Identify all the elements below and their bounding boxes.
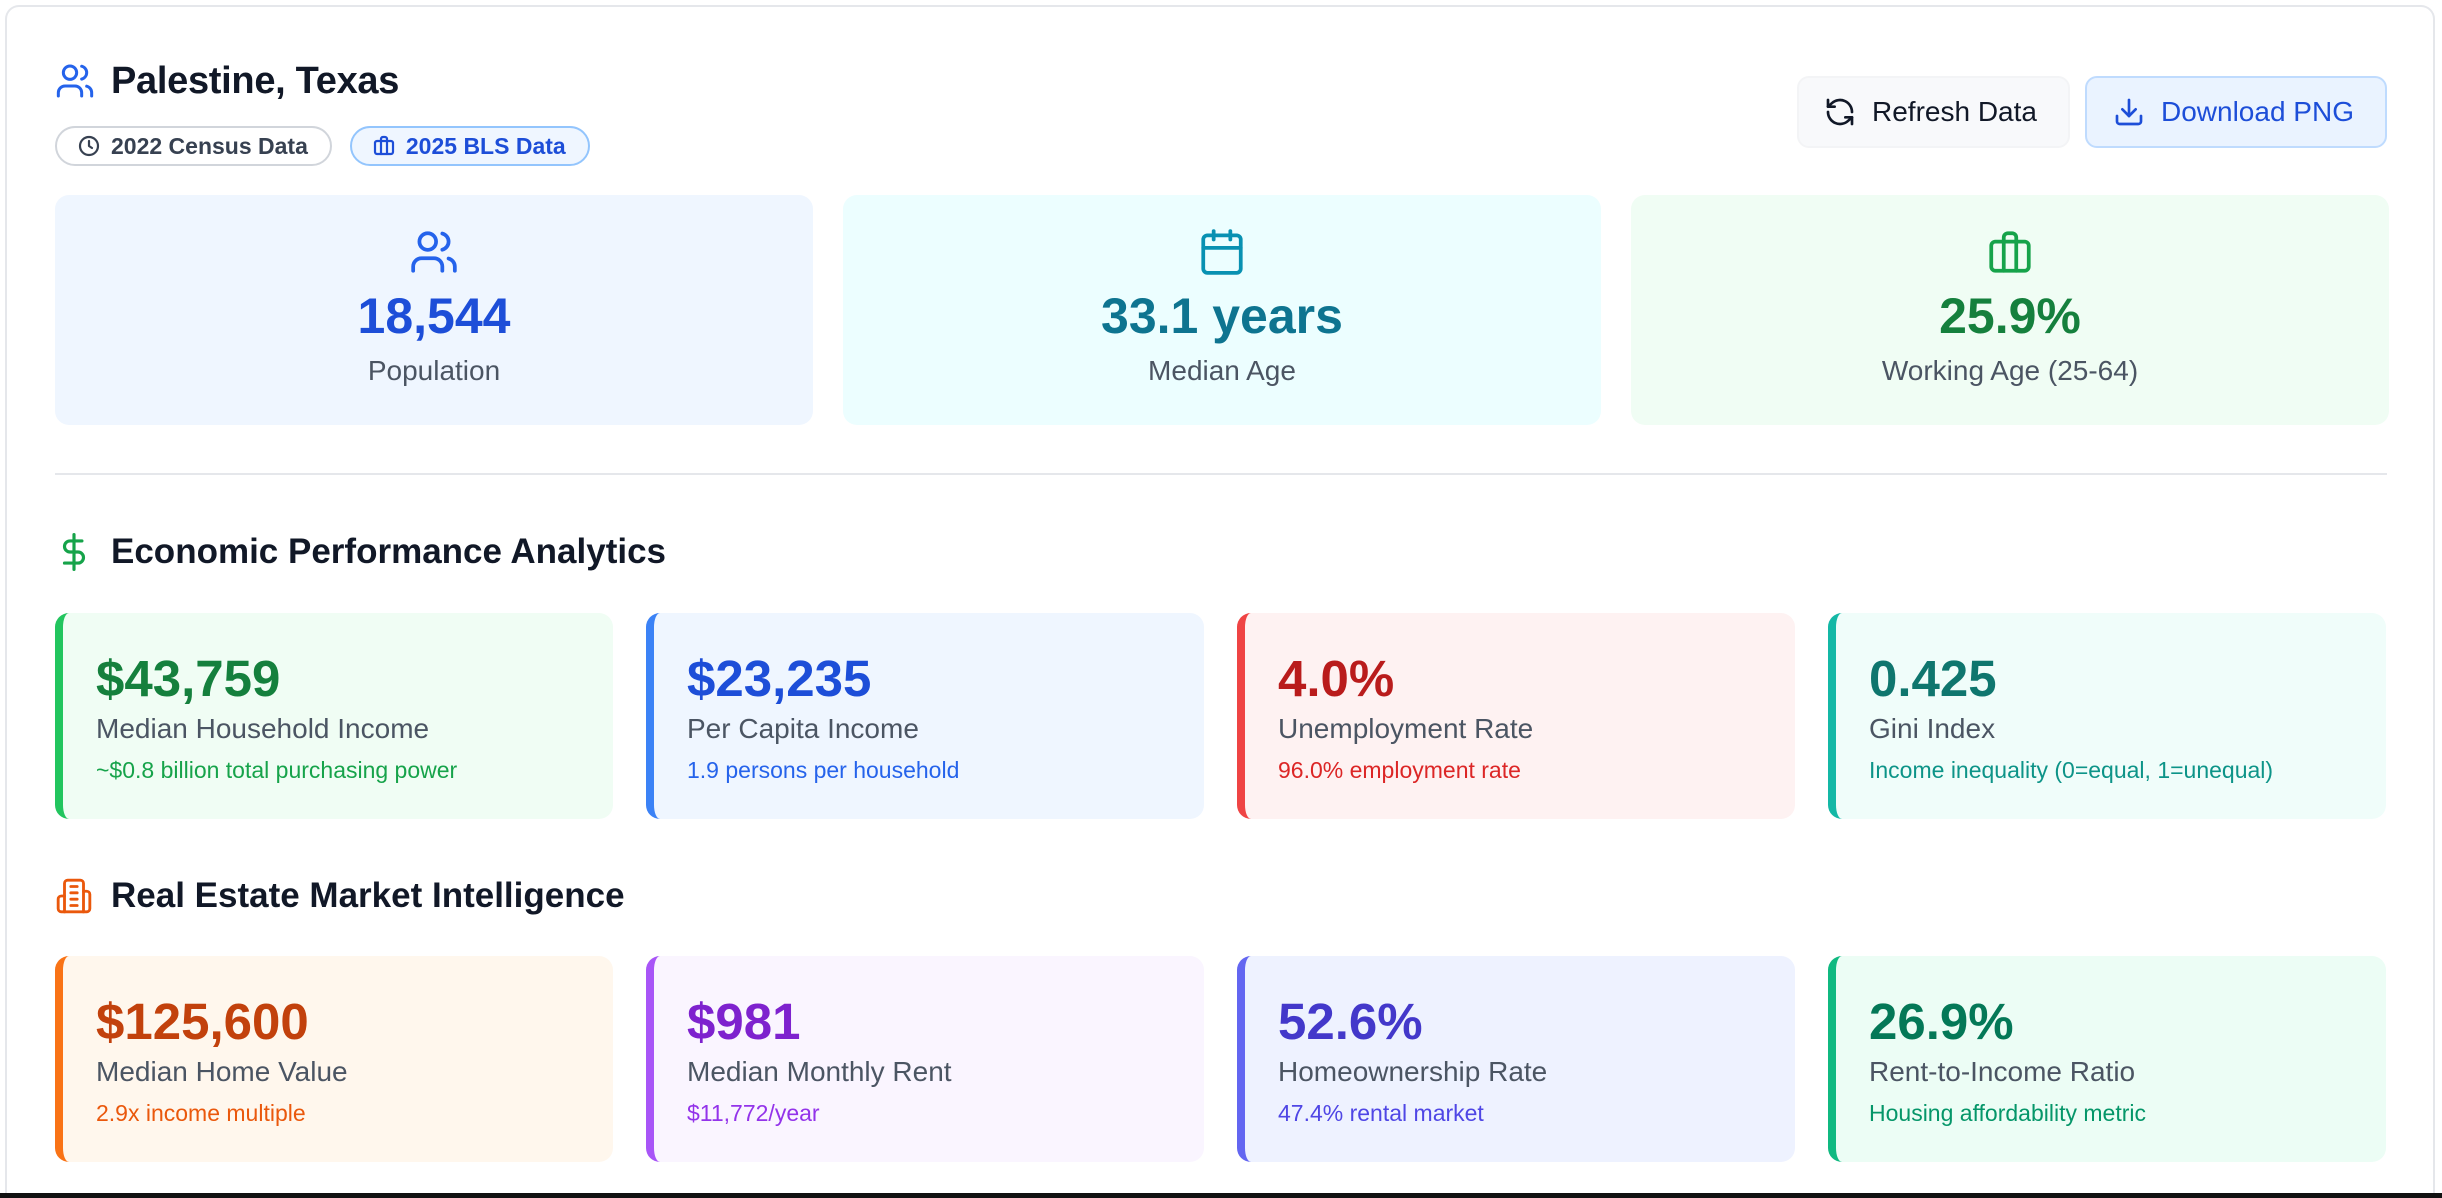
clock-icon (78, 135, 100, 157)
median-home-value-card: $125,600 Median Home Value 2.9x income m… (55, 956, 613, 1162)
homeownership-rate-card: 52.6% Homeownership Rate 47.4% rental ma… (1237, 956, 1795, 1162)
median-monthly-rent-card: $981 Median Monthly Rent $11,772/year (646, 956, 1204, 1162)
card-value: $125,600 (96, 993, 309, 1050)
per-capita-income-card: $23,235 Per Capita Income 1.9 persons pe… (646, 613, 1204, 819)
refresh-data-button[interactable]: Refresh Data (1797, 76, 2070, 148)
calendar-icon (1201, 229, 1243, 275)
card-value: $43,759 (96, 650, 281, 707)
building-icon (56, 878, 92, 914)
card-label: Per Capita Income (687, 713, 919, 744)
population-stat: 18,544 Population (55, 195, 813, 425)
download-icon (2115, 98, 2143, 126)
median-age-label: Median Age (1148, 355, 1296, 386)
population-value: 18,544 (357, 288, 511, 344)
real-estate-section-header: Real Estate Market Intelligence (55, 871, 625, 921)
card-subtext: 2.9x income multiple (96, 1100, 306, 1126)
card-subtext: $11,772/year (687, 1100, 820, 1126)
unemployment-rate-card: 4.0% Unemployment Rate 96.0% employment … (1237, 613, 1795, 819)
economic-section-title: Economic Performance Analytics (111, 532, 667, 571)
card-label: Median Monthly Rent (687, 1056, 952, 1087)
data-source-badges: 2022 Census Data 2025 BLS Data (55, 126, 590, 166)
card-label: Homeownership Rate (1278, 1056, 1548, 1087)
card-subtext: 96.0% employment rate (1278, 757, 1521, 783)
median-age-value: 33.1 years (1101, 288, 1343, 344)
census-badge-label: 2022 Census Data (111, 132, 308, 159)
card-value: 52.6% (1278, 993, 1423, 1050)
bls-badge-label: 2025 BLS Data (405, 132, 566, 159)
refresh-data-label: Refresh Data (1872, 96, 2037, 127)
users-icon (56, 64, 94, 98)
card-label: Median Household Income (96, 713, 430, 744)
users-icon (411, 231, 457, 273)
card-label: Rent-to-Income Ratio (1869, 1056, 2136, 1087)
economic-section-header: Economic Performance Analytics (55, 527, 666, 577)
working-age-stat: 25.9% Working Age (25-64) (1631, 195, 2389, 425)
card-subtext: 47.4% rental market (1278, 1100, 1484, 1126)
card-subtext: Income inequality (0=equal, 1=unequal) (1869, 757, 2274, 783)
download-png-button[interactable]: Download PNG (2085, 76, 2387, 148)
briefcase-icon (373, 135, 394, 156)
bls-badge: 2025 BLS Data (349, 126, 590, 166)
briefcase-icon (1989, 231, 2031, 273)
rent-to-income-ratio-card: 26.9% Rent-to-Income Ratio Housing affor… (1828, 956, 2386, 1162)
card-value: $981 (687, 993, 801, 1050)
card-subtext: 1.9 persons per household (687, 757, 960, 783)
population-label: Population (367, 355, 501, 386)
median-age-stat: 33.1 years Median Age (843, 195, 1601, 425)
card-value: 0.425 (1869, 650, 1997, 707)
working-age-label: Working Age (25-64) (1881, 355, 2139, 386)
median-household-income-card: $43,759 Median Household Income ~$0.8 bi… (55, 613, 613, 819)
window-bottom-edge (0, 1193, 2442, 1198)
working-age-value: 25.9% (1939, 288, 2081, 344)
page-title: Palestine, Texas (111, 59, 400, 102)
download-png-label: Download PNG (2161, 96, 2354, 127)
header: Palestine, Texas (55, 56, 399, 106)
card-value: 26.9% (1869, 993, 2014, 1050)
card-label: Median Home Value (96, 1056, 348, 1087)
census-badge: 2022 Census Data (55, 126, 332, 166)
card-value: 4.0% (1278, 650, 1395, 707)
card-subtext: ~$0.8 billion total purchasing power (96, 757, 458, 783)
gini-index-card: 0.425 Gini Index Income inequality (0=eq… (1828, 613, 2386, 819)
dollar-icon (62, 533, 85, 571)
card-subtext: Housing affordability metric (1869, 1100, 2146, 1126)
card-label: Unemployment Rate (1278, 713, 1534, 744)
card-label: Gini Index (1869, 713, 1996, 744)
refresh-icon (1826, 98, 1854, 126)
card-value: $23,235 (687, 650, 872, 707)
divider (55, 473, 2387, 475)
real-estate-section-title: Real Estate Market Intelligence (111, 876, 625, 915)
